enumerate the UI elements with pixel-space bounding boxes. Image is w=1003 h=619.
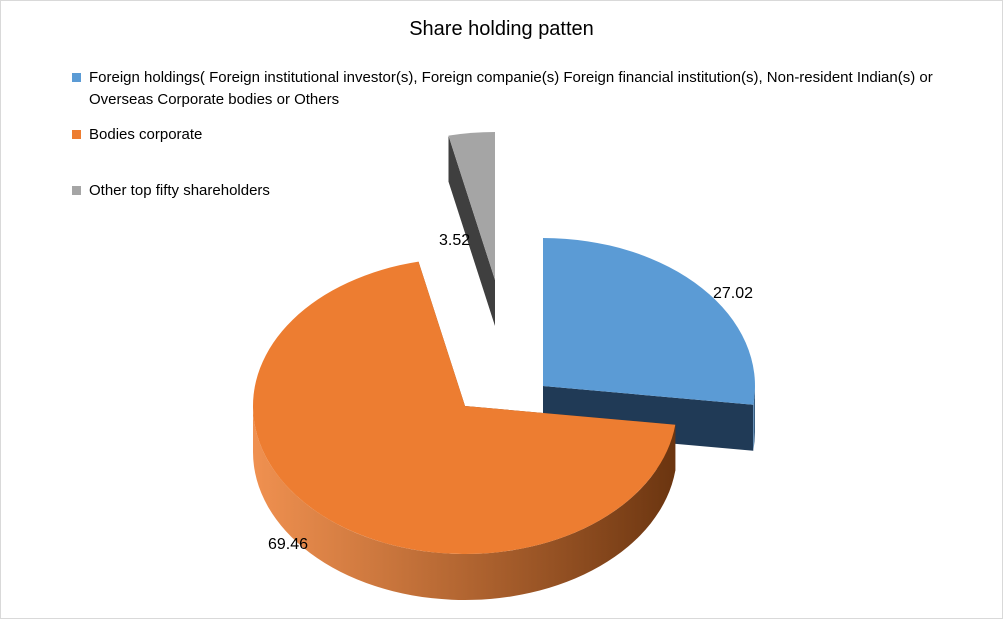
data-label-other-top-fifty: 3.52: [439, 232, 471, 249]
pie-side-foreign-holdings: [753, 386, 755, 451]
chart-title: Share holding patten: [409, 18, 594, 40]
data-label-foreign-holdings: 27.02: [713, 285, 754, 302]
pie-slice-other-top-fifty: [448, 132, 495, 280]
data-label-bodies-corporate: 69.46: [268, 536, 309, 553]
pie-slice-bodies-corporate: [252, 261, 676, 554]
legend-item-other-top-fifty: Other top fifty shareholders: [72, 180, 962, 202]
pie-side-bodies-corporate: [253, 406, 676, 600]
legend-item-foreign-holdings: Foreign holdings( Foreign institutional …: [72, 67, 962, 111]
pie-wall-start-other-top-fifty: [448, 135, 495, 326]
legend-swatch-other-top-fifty: [72, 186, 81, 195]
legend-label-other-top-fifty: Other top fifty shareholders: [89, 182, 270, 199]
legend-item-bodies-corporate: Bodies corporate: [72, 124, 962, 146]
legend-label-foreign-holdings: Foreign holdings( Foreign institutional …: [89, 69, 933, 108]
pie-slice-foreign-holdings: [543, 238, 755, 405]
legend-label-bodies-corporate: Bodies corporate: [89, 126, 203, 143]
legend-swatch-bodies-corporate: [72, 130, 81, 139]
legend-swatch-foreign-holdings: [72, 73, 81, 82]
